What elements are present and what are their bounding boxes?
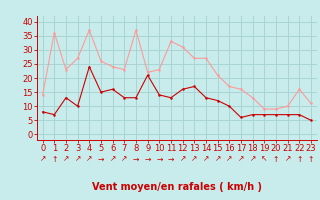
Text: →: → (144, 154, 151, 164)
Text: ↗: ↗ (180, 154, 186, 164)
Text: ↗: ↗ (63, 154, 69, 164)
Text: ↗: ↗ (203, 154, 209, 164)
Text: ↗: ↗ (214, 154, 221, 164)
Text: ↗: ↗ (226, 154, 233, 164)
Text: ↑: ↑ (273, 154, 279, 164)
Text: ↗: ↗ (121, 154, 127, 164)
Text: Vent moyen/en rafales ( km/h ): Vent moyen/en rafales ( km/h ) (92, 182, 262, 192)
Text: →: → (168, 154, 174, 164)
Text: ↗: ↗ (284, 154, 291, 164)
Text: ↗: ↗ (250, 154, 256, 164)
Text: →: → (133, 154, 139, 164)
Text: ↗: ↗ (109, 154, 116, 164)
Text: ↗: ↗ (238, 154, 244, 164)
Text: →: → (98, 154, 104, 164)
Text: ↗: ↗ (75, 154, 81, 164)
Text: ↑: ↑ (51, 154, 58, 164)
Text: ↑: ↑ (308, 154, 314, 164)
Text: →: → (156, 154, 163, 164)
Text: ↗: ↗ (191, 154, 197, 164)
Text: ↗: ↗ (86, 154, 92, 164)
Text: ↑: ↑ (296, 154, 302, 164)
Text: ↗: ↗ (39, 154, 46, 164)
Text: ↖: ↖ (261, 154, 268, 164)
